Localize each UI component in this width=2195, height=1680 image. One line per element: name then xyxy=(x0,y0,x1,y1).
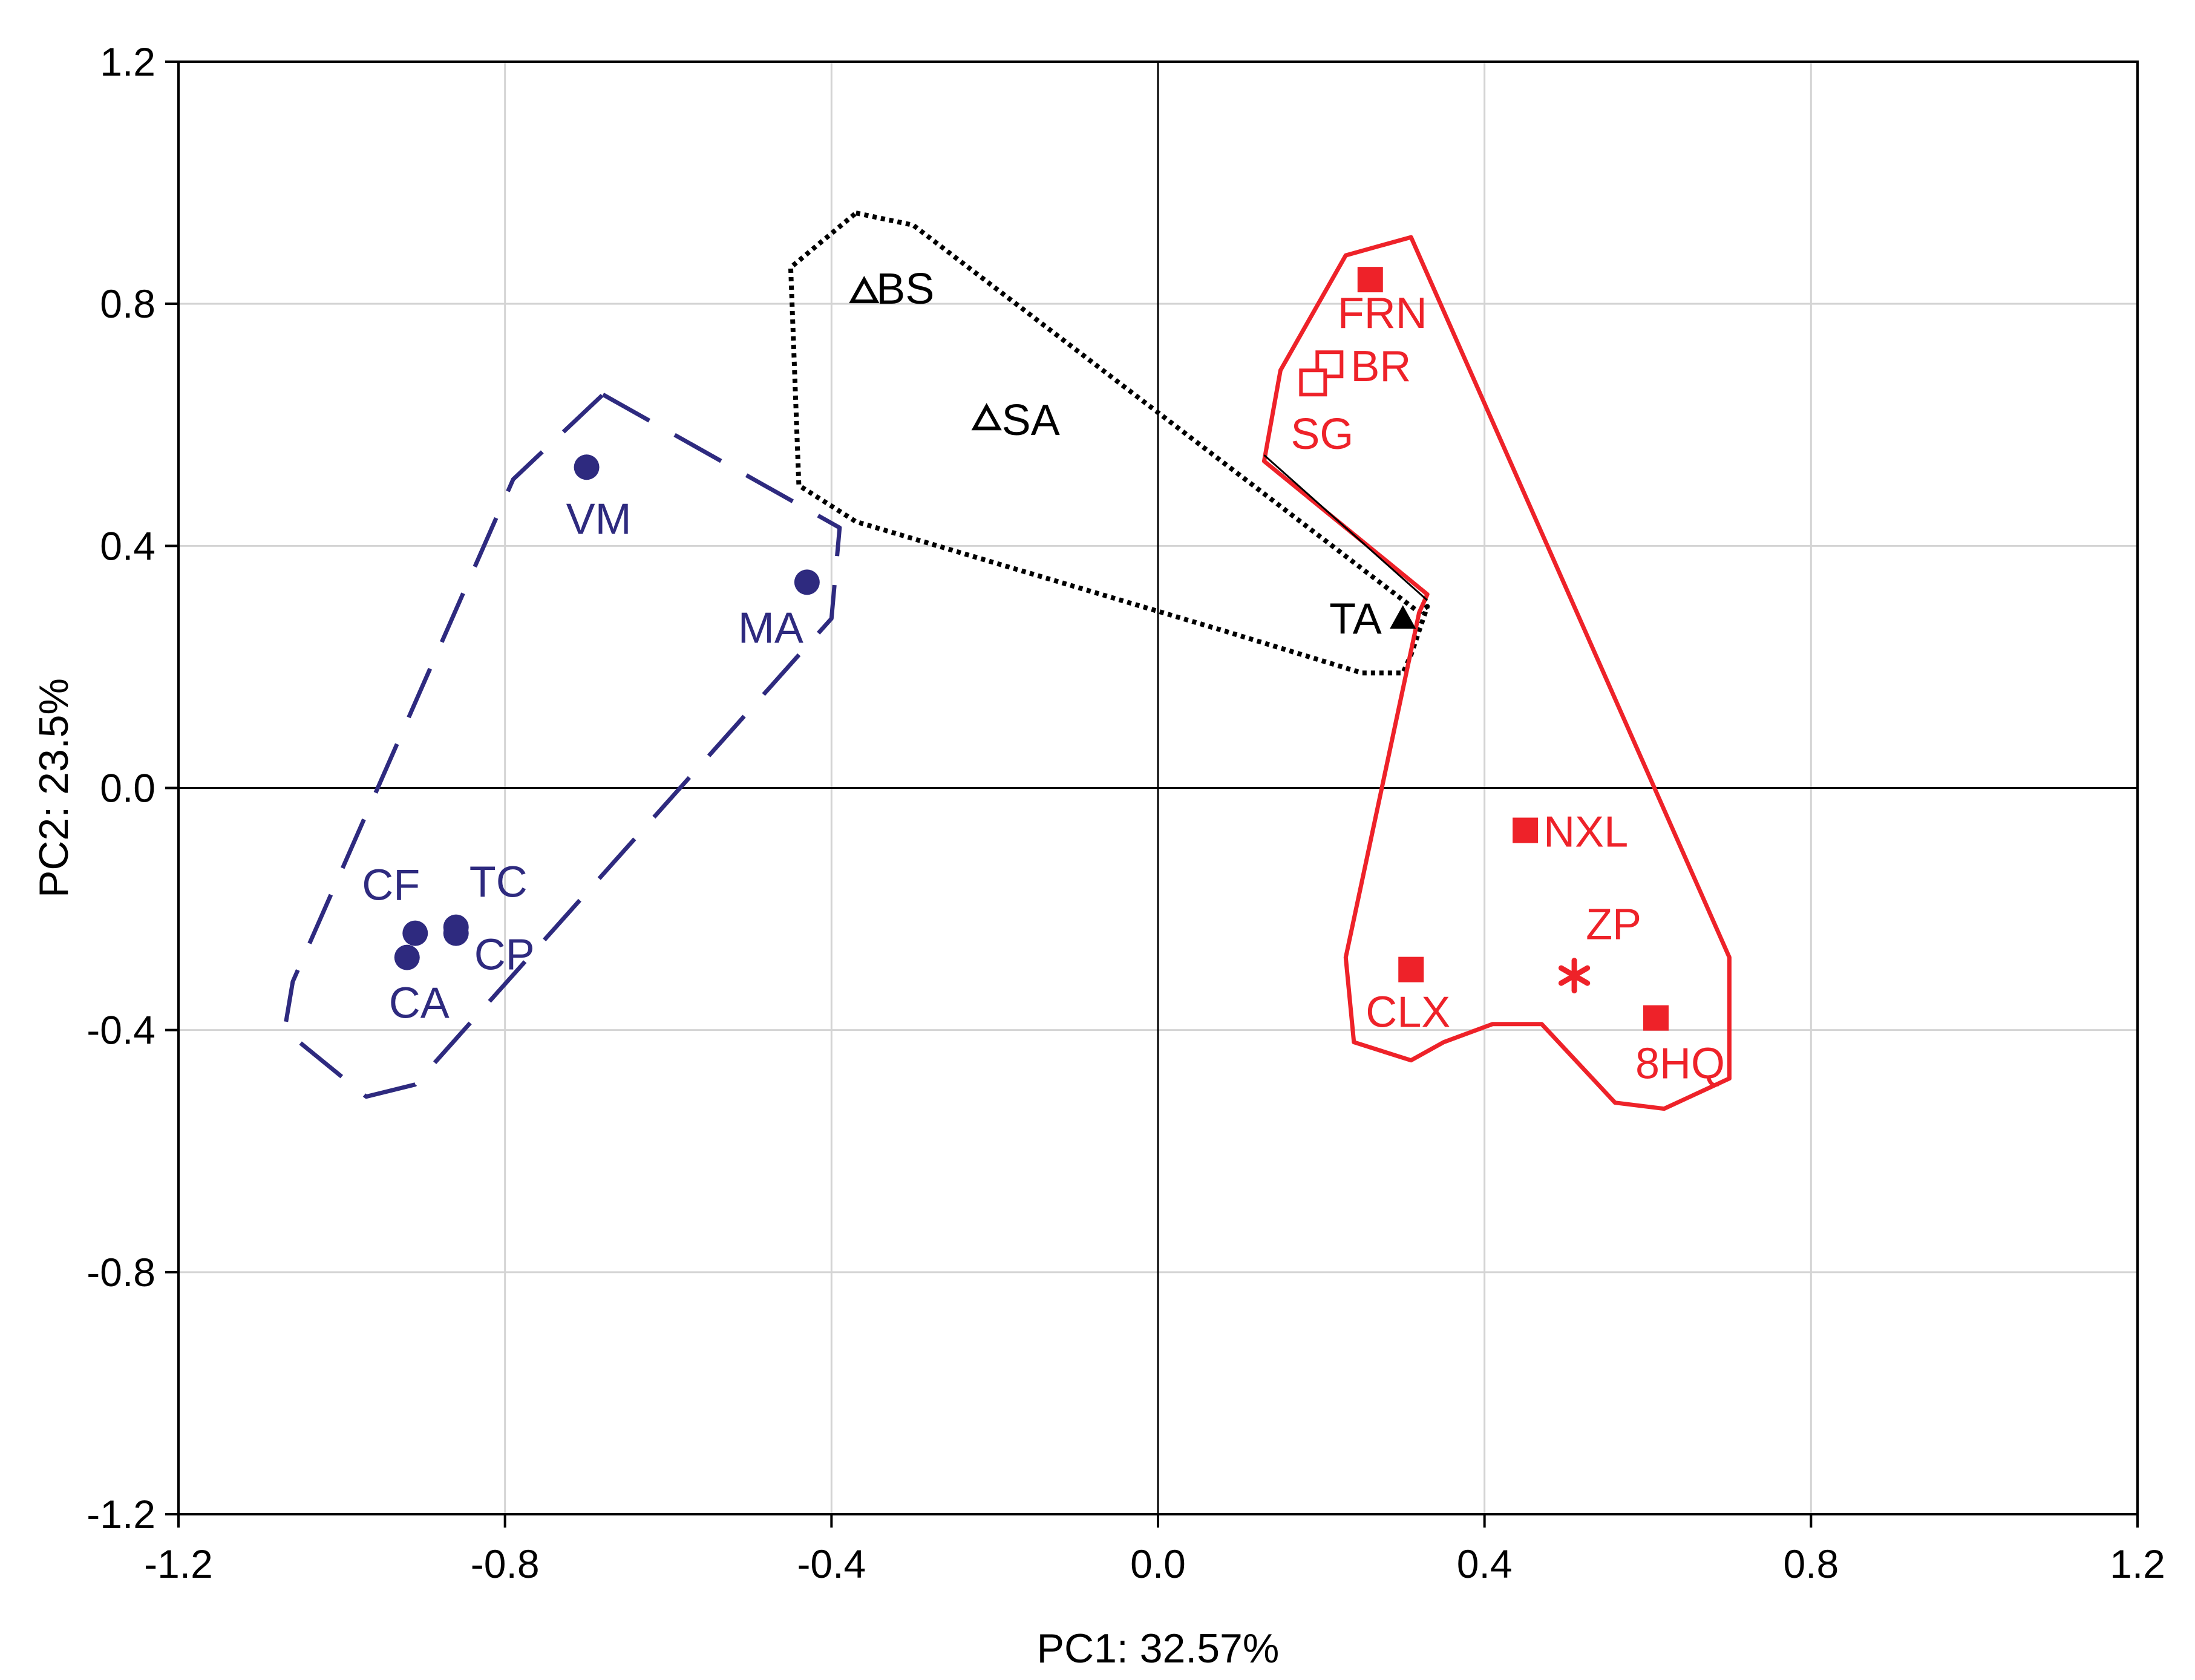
point-CF xyxy=(402,920,428,946)
point-VM xyxy=(574,454,600,480)
group-outline-red xyxy=(1261,235,1732,1111)
y-tick-label: 0.8 xyxy=(100,281,155,326)
point-CP xyxy=(443,920,469,946)
y-tick-label: -0.4 xyxy=(87,1008,155,1053)
y-tick-label: 0.4 xyxy=(100,523,155,568)
label-CP: CP xyxy=(474,931,535,979)
group-outline-blue xyxy=(282,392,842,1099)
zero-axes xyxy=(178,62,2138,1514)
x-tick-label: 0.4 xyxy=(1457,1541,1513,1586)
overlap-connector-line xyxy=(1263,454,1428,601)
x-tick-label: 0.0 xyxy=(1130,1541,1186,1586)
x-tick-label: -0.4 xyxy=(797,1541,866,1586)
label-8HQ: 8HQ xyxy=(1635,1040,1725,1088)
label-TC: TC xyxy=(469,858,528,907)
group-outlines xyxy=(282,211,1732,1111)
point-BS xyxy=(849,275,880,304)
x-tick-label: 1.2 xyxy=(2110,1541,2165,1586)
label-SA: SA xyxy=(1002,396,1060,445)
label-TA: TA xyxy=(1329,595,1382,643)
point-8HQ xyxy=(1643,1005,1669,1031)
point-MA xyxy=(794,569,820,595)
point-CLX xyxy=(1398,956,1424,982)
y-tick-label: -0.8 xyxy=(87,1250,155,1295)
asterisk-stroke xyxy=(1558,965,1591,986)
point-CA xyxy=(394,944,420,970)
x-tick-label: 0.8 xyxy=(1783,1541,1839,1586)
label-ZP: ZP xyxy=(1586,901,1641,949)
label-VM: VM xyxy=(566,495,632,543)
axis-ticks: -1.2 -0.8 -0.4 0.0 0.4 0.8 1.2 1.2 0.8 0.4 0.0 -0.4… xyxy=(87,39,2165,1586)
y-tick-label: 1.2 xyxy=(100,39,155,84)
label-SG: SG xyxy=(1291,410,1353,459)
label-NXL: NXL xyxy=(1543,808,1628,857)
data-points xyxy=(394,267,1669,1031)
x-tick-label: -0.8 xyxy=(471,1541,540,1586)
x-tick-label: -1.2 xyxy=(144,1541,213,1586)
point-FRN xyxy=(1357,267,1383,293)
y-tick-label: 0.0 xyxy=(100,766,155,811)
label-CLX: CLX xyxy=(1366,989,1450,1037)
point-NXL xyxy=(1513,817,1539,843)
label-CA: CA xyxy=(389,979,450,1028)
label-BR: BR xyxy=(1350,342,1411,391)
point-TA xyxy=(1390,605,1416,629)
label-CF: CF xyxy=(362,861,420,910)
point-ZP xyxy=(1558,958,1591,994)
label-MA: MA xyxy=(738,604,803,652)
point-SG xyxy=(1299,368,1327,397)
y-axis-label: PC2: 23.5% xyxy=(31,678,77,898)
label-BS: BS xyxy=(876,265,934,313)
group-outline-black xyxy=(788,211,1430,676)
point-SA xyxy=(971,403,1002,431)
y-tick-label: -1.2 xyxy=(87,1492,155,1537)
x-axis-label: PC1: 32.57% xyxy=(1037,1626,1280,1672)
label-FRN: FRN xyxy=(1338,289,1427,338)
